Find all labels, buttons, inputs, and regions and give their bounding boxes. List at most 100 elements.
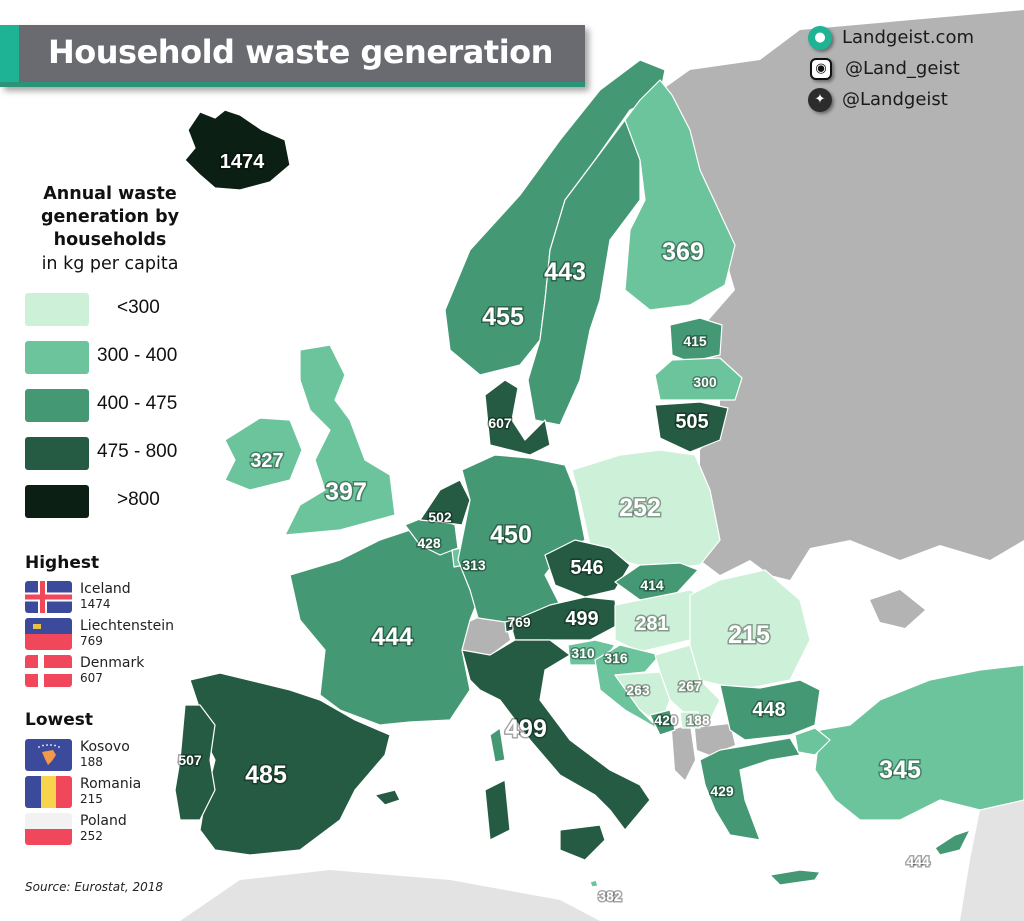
poland-flag-icon (25, 813, 72, 845)
label-germany: 450 (490, 521, 532, 549)
legend-item-gt800: >800 (25, 485, 235, 518)
rank-country-value: 215 (80, 792, 103, 806)
label-estonia: 415 (683, 333, 707, 349)
highest-item-iceland: Iceland 1474 (25, 581, 195, 615)
country-ireland[interactable] (224, 417, 303, 491)
country-lithuania[interactable] (654, 401, 729, 453)
country-finland[interactable] (624, 79, 736, 311)
country-kosovo[interactable] (679, 711, 701, 729)
country-spain-balearic[interactable] (374, 789, 401, 806)
country-denmark[interactable] (484, 379, 551, 456)
title-underline (0, 82, 585, 87)
label-luxembourg: 313 (462, 557, 486, 573)
legend: Annual waste generation by households in… (20, 183, 220, 518)
country-turkey-thrace[interactable] (794, 727, 831, 756)
legend-title-line-3: households (53, 230, 167, 250)
rank-country-value: 1474 (80, 597, 111, 611)
country-iceland[interactable] (184, 109, 291, 191)
country-portugal[interactable] (174, 704, 216, 821)
label-bulgaria: 448 (752, 699, 785, 721)
country-greece-crete[interactable] (769, 869, 821, 886)
label-france: 444 (371, 623, 413, 651)
page-title: Household waste generation (48, 33, 553, 71)
iceland-flag-icon (25, 581, 72, 613)
country-cyprus[interactable] (934, 829, 971, 856)
country-poland[interactable] (571, 449, 721, 571)
country-sweden[interactable] (527, 119, 641, 426)
label-cyprus: 444 (906, 853, 930, 869)
region-nodata-north-macedonia (695, 724, 735, 755)
liechtenstein-flag-icon (25, 618, 72, 650)
label-liechtenstein: 769 (507, 614, 531, 630)
legend-label: 300 - 400 (97, 345, 178, 366)
label-croatia: 316 (604, 650, 628, 666)
rank-country-name: Poland (80, 813, 127, 829)
country-serbia[interactable] (654, 644, 721, 721)
label-romania: 215 (728, 621, 770, 649)
rank-country-name: Denmark (80, 655, 145, 671)
instagram-icon: ◉ (810, 57, 832, 80)
rank-country-value: 252 (80, 829, 103, 843)
brand-instagram[interactable]: ◉ @Land_geist (808, 53, 974, 84)
country-norway[interactable] (444, 59, 666, 376)
source-note: Source: Eurostat, 2018 (25, 880, 163, 894)
country-france-corsica[interactable] (489, 727, 506, 763)
lowest-item-kosovo: Kosovo 188 (25, 739, 195, 773)
label-slovenia: 310 (571, 645, 595, 661)
lowest-item-romania: Romania 215 (25, 776, 195, 810)
lowest-heading: Lowest (25, 710, 93, 730)
country-uk[interactable] (284, 344, 396, 536)
country-france[interactable] (289, 529, 479, 726)
region-nodata-crimea (870, 590, 925, 628)
lowest-item-poland: Poland 252 (25, 813, 195, 847)
region-nodata-africa (180, 870, 600, 921)
legend-swatch (25, 485, 89, 518)
legend-swatch (25, 293, 89, 326)
highest-item-liechtenstein: Liechtenstein 769 (25, 618, 195, 652)
romania-flag-icon (25, 776, 72, 808)
title-accent-bar (0, 25, 19, 87)
label-sweden: 443 (544, 258, 586, 286)
label-austria: 499 (565, 608, 598, 630)
country-montenegro[interactable] (649, 709, 676, 736)
country-bulgaria[interactable] (719, 679, 821, 741)
brand-twitter[interactable]: ✦ @Landgeist (808, 84, 974, 115)
brand-twitter-label: @Landgeist (842, 89, 948, 110)
legend-item-300-400: 300 - 400 (25, 341, 235, 374)
legend-label: 475 - 800 (97, 441, 178, 462)
rank-country-value: 769 (80, 634, 103, 648)
label-portugal: 507 (178, 752, 202, 768)
label-serbia: 267 (678, 678, 702, 694)
rank-country-name: Iceland (80, 581, 131, 597)
label-bosnia: 263 (626, 682, 650, 698)
globe-icon: ● (808, 25, 832, 50)
region-nodata-albania (672, 725, 695, 780)
label-ireland: 327 (250, 450, 283, 472)
label-finland: 369 (662, 238, 704, 266)
country-liechtenstein[interactable] (504, 619, 514, 633)
label-uk: 397 (325, 478, 367, 506)
highest-heading: Highest (25, 553, 100, 573)
label-czechia: 546 (570, 557, 603, 579)
country-latvia[interactable] (654, 357, 743, 401)
country-greece[interactable] (699, 737, 801, 841)
label-malta: 382 (598, 888, 622, 904)
highest-item-denmark: Denmark 607 (25, 655, 195, 689)
legend-title-line-1: Annual waste (43, 184, 177, 204)
legend-item-400-475: 400 - 475 (25, 389, 235, 422)
region-nodata-belarus (720, 370, 800, 455)
country-italy[interactable] (461, 639, 651, 831)
label-iceland: 1474 (220, 151, 265, 173)
kosovo-flag-icon (25, 739, 72, 771)
country-turkey[interactable] (814, 664, 1024, 821)
country-italy-sardinia[interactable] (484, 779, 511, 841)
country-italy-sicily[interactable] (559, 824, 606, 861)
label-turkey: 345 (879, 756, 921, 784)
brand-website[interactable]: ● Landgeist.com (808, 22, 974, 53)
label-norway: 455 (482, 303, 524, 331)
country-estonia[interactable] (669, 317, 723, 363)
country-malta[interactable] (589, 879, 599, 888)
country-spain[interactable] (189, 672, 391, 856)
rank-country-value: 188 (80, 755, 103, 769)
